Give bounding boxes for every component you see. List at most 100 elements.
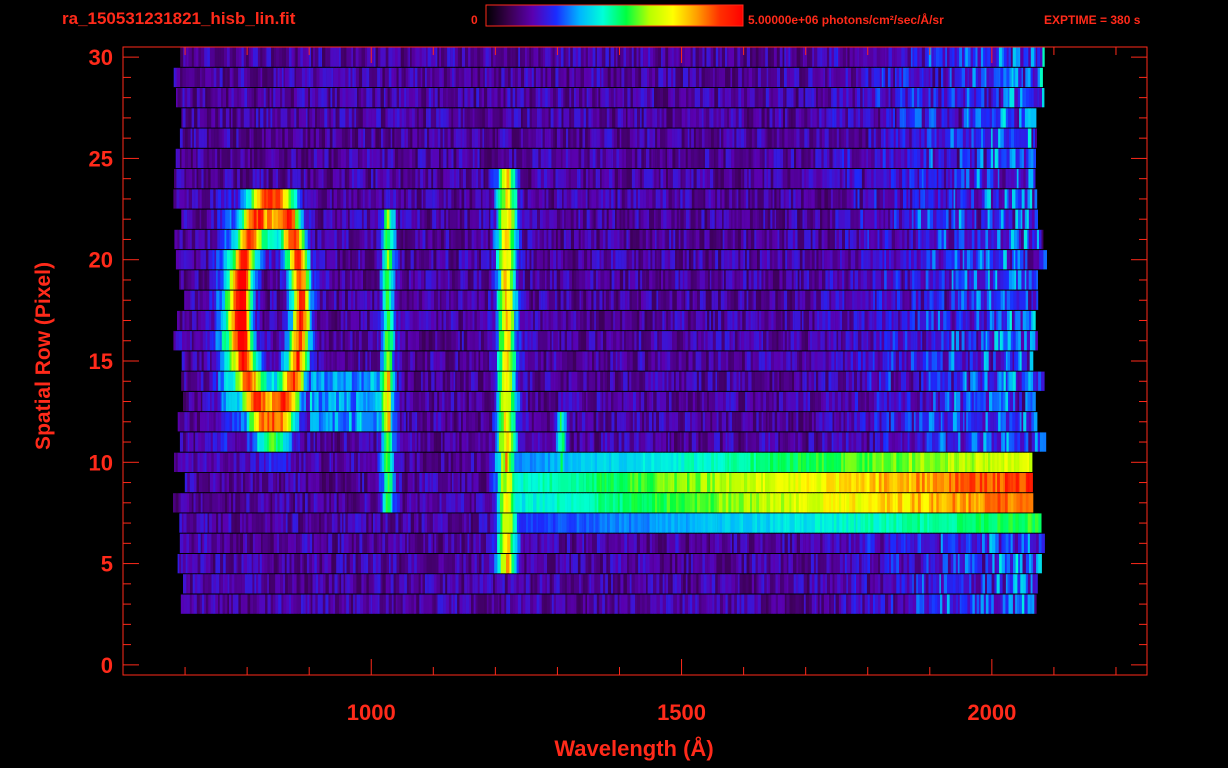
heatmap-cell: [309, 310, 312, 331]
heatmap-cell: [715, 391, 719, 412]
heatmap-cell: [971, 574, 975, 594]
heatmap-cell: [420, 574, 423, 594]
heatmap-cell: [268, 391, 271, 412]
heatmap-cell: [825, 513, 829, 533]
heatmap-cell: [994, 331, 997, 351]
heatmap-cell: [356, 412, 361, 432]
heatmap-cell: [495, 472, 499, 493]
heatmap-cell: [480, 452, 485, 472]
heatmap-cell: [1023, 412, 1027, 432]
heatmap-cell: [674, 432, 678, 452]
heatmap-cell: [853, 351, 857, 371]
heatmap-cell: [990, 493, 993, 513]
heatmap-cell: [645, 452, 649, 472]
heatmap-cell: [522, 391, 527, 412]
heatmap-cell: [734, 472, 738, 493]
heatmap-cell: [259, 432, 263, 452]
heatmap-cell: [498, 432, 502, 452]
heatmap-cell: [380, 351, 382, 371]
heatmap-cell: [572, 351, 577, 371]
heatmap-cell: [265, 452, 270, 472]
heatmap-cell: [690, 391, 693, 412]
heatmap-cell: [627, 554, 630, 574]
heatmap-cell: [634, 493, 638, 513]
heatmap-cell: [712, 513, 716, 533]
heatmap-cell: [566, 371, 569, 391]
heatmap-cell: [372, 472, 376, 493]
heatmap-cell: [290, 594, 294, 614]
heatmap-cell: [846, 513, 849, 533]
heatmap-cell: [637, 351, 640, 371]
heatmap-cell: [621, 432, 625, 452]
heatmap-cell: [440, 533, 444, 553]
heatmap-cell: [228, 513, 232, 533]
heatmap-cell: [456, 452, 460, 472]
heatmap-cell: [351, 472, 354, 493]
heatmap-cell: [783, 472, 786, 493]
heatmap-cell: [272, 310, 275, 331]
heatmap-cell: [811, 513, 816, 533]
heatmap-cell: [244, 513, 246, 533]
heatmap-cell: [486, 472, 490, 493]
heatmap-cell: [413, 391, 416, 412]
heatmap-cell: [189, 493, 192, 513]
heatmap-cell: [417, 533, 421, 553]
heatmap-cell: [973, 371, 976, 391]
heatmap-cell: [597, 331, 601, 351]
heatmap-cell: [343, 412, 347, 432]
heatmap-cell: [314, 310, 318, 331]
heatmap-cell: [499, 493, 504, 513]
heatmap-cell: [848, 391, 852, 412]
heatmap-cell: [1001, 554, 1006, 574]
heatmap-cell: [963, 391, 967, 412]
heatmap-cell: [910, 331, 914, 351]
heatmap-cell: [387, 472, 390, 493]
heatmap-cell: [719, 331, 722, 351]
heatmap-cell: [1001, 371, 1004, 391]
heatmap-cell: [814, 533, 818, 553]
heatmap-cell: [920, 554, 924, 574]
heatmap-cell: [870, 533, 873, 553]
heatmap-cell: [1000, 452, 1004, 472]
heatmap-cell: [207, 412, 210, 432]
heatmap-cell: [746, 554, 750, 574]
heatmap-cell: [620, 533, 625, 553]
heatmap-cell: [389, 472, 393, 493]
heatmap-cell: [467, 574, 470, 594]
heatmap-cell: [315, 594, 318, 614]
heatmap-cell: [1031, 554, 1034, 574]
heatmap-cell: [477, 574, 480, 594]
heatmap-cell: [330, 533, 333, 553]
heatmap-cell: [608, 412, 612, 432]
heatmap-cell: [580, 331, 584, 351]
heatmap-cell: [736, 351, 740, 371]
heatmap-cell: [923, 371, 927, 391]
heatmap-cell: [895, 493, 898, 513]
heatmap-cell: [837, 574, 841, 594]
heatmap-cell: [889, 351, 892, 371]
heatmap-cell: [862, 533, 866, 553]
heatmap-cell: [581, 493, 585, 513]
heatmap-cell: [561, 331, 565, 351]
heatmap-cell: [710, 371, 713, 391]
heatmap-cell: [447, 432, 451, 452]
heatmap-cell: [940, 432, 944, 452]
heatmap-cell: [576, 391, 580, 412]
heatmap-cell: [926, 472, 931, 493]
heatmap-cell: [433, 432, 437, 452]
heatmap-cell: [938, 331, 942, 351]
heatmap-cell: [979, 513, 982, 533]
heatmap-cell: [351, 432, 355, 452]
heatmap-cell: [321, 513, 325, 533]
heatmap-cell: [881, 391, 885, 412]
heatmap-cell: [297, 472, 301, 493]
heatmap-cell: [431, 432, 435, 452]
heatmap-cell: [909, 432, 912, 452]
heatmap-cell: [692, 472, 696, 493]
heatmap-cell: [909, 554, 913, 574]
heatmap-cell: [987, 331, 990, 351]
heatmap-cell: [1038, 513, 1042, 533]
heatmap-cell: [729, 432, 732, 452]
heatmap-cell: [454, 391, 458, 412]
heatmap-cell: [536, 452, 540, 472]
